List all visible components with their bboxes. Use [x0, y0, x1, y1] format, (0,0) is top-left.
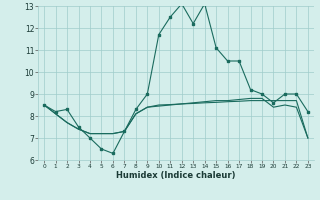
X-axis label: Humidex (Indice chaleur): Humidex (Indice chaleur) [116, 171, 236, 180]
